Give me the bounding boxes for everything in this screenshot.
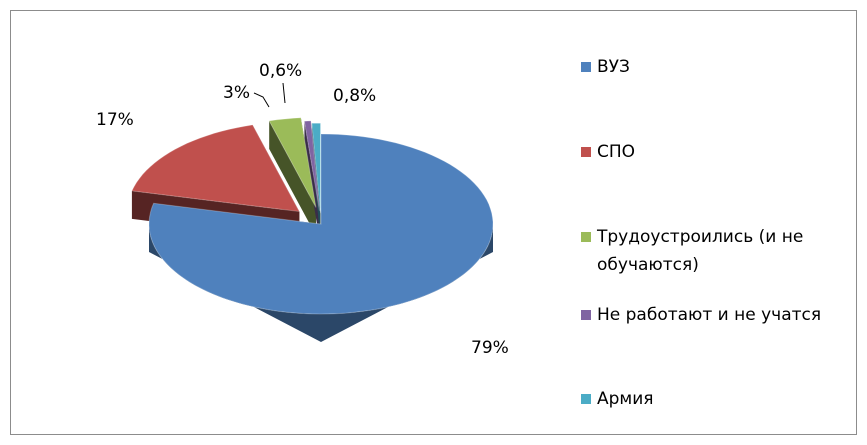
legend-label: ВУЗ xyxy=(597,57,630,77)
legend-item: ВУЗ xyxy=(581,53,856,81)
legend-item: Не работают и не учатся xyxy=(581,301,856,329)
legend-swatch xyxy=(581,62,591,72)
data-label: 0,6% xyxy=(259,61,302,81)
legend-swatch xyxy=(581,147,591,157)
legend-swatch xyxy=(581,232,591,242)
chart: 79% 17% 3% 0,6% 0,8% xyxy=(96,61,509,358)
pie-slice-wall xyxy=(304,121,320,239)
data-label: 0,8% xyxy=(333,86,376,106)
leader-line xyxy=(253,92,270,108)
legend-item: Армия xyxy=(581,385,856,413)
leader-line xyxy=(282,82,286,104)
legend-swatch xyxy=(581,310,591,320)
legend-label: Армия xyxy=(597,389,654,409)
legend-label: СПО xyxy=(597,142,636,162)
legend-label: Не работают и не учатся xyxy=(597,305,822,325)
pie-slice xyxy=(303,120,320,211)
data-label: 79% xyxy=(471,338,509,358)
pie-slice xyxy=(131,124,301,213)
data-label: 17% xyxy=(96,110,134,130)
legend-item: Трудоустроились (и не обучаются) xyxy=(581,223,856,279)
data-label: 3% xyxy=(223,83,250,103)
pie-slice-side xyxy=(149,224,493,342)
pie-slice-wall xyxy=(269,120,316,236)
legend-item: СПО xyxy=(581,138,856,166)
chart-frame: 79% 17% 3% 0,6% 0,8% ВУЗ СПО Трудоустроились (… xyxy=(10,10,857,435)
legend-label: Трудоустроились (и не обучаются) xyxy=(597,227,804,275)
pie-slice xyxy=(268,117,317,208)
legend-swatch xyxy=(581,394,591,404)
pie-slice xyxy=(311,122,322,214)
pie-slice xyxy=(148,133,494,315)
